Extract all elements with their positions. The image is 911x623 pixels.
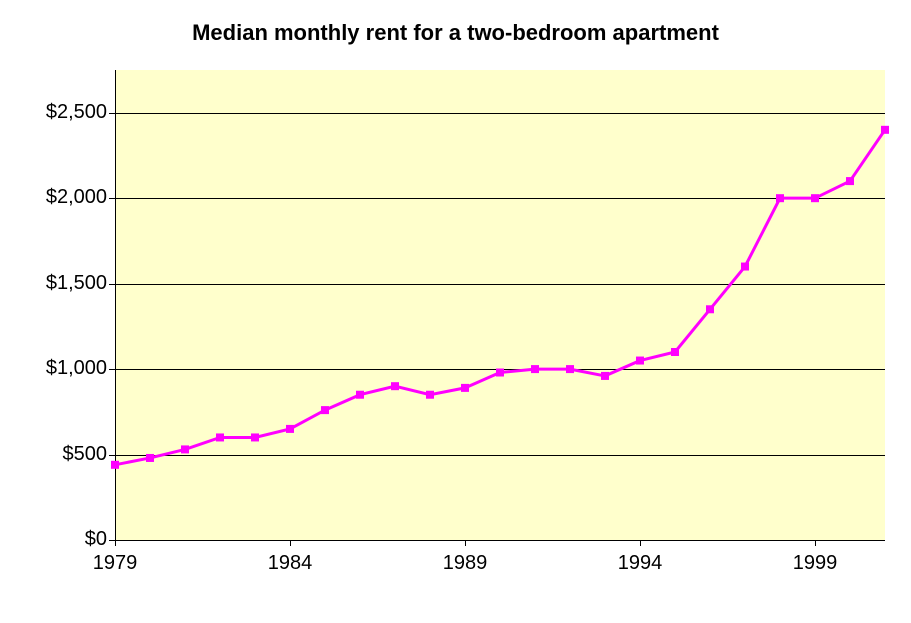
data-point (251, 433, 259, 441)
series (115, 70, 885, 540)
data-point (811, 194, 819, 202)
x-tick (290, 540, 291, 546)
data-point (286, 425, 294, 433)
x-tick (815, 540, 816, 546)
data-point (111, 461, 119, 469)
x-tick (115, 540, 116, 546)
data-point (531, 365, 539, 373)
y-tick-label: $2,500 (10, 101, 107, 124)
rent-chart: Median monthly rent for a two-bedroom ap… (0, 0, 911, 623)
x-tick-label: 1984 (250, 552, 330, 575)
x-tick-label: 1999 (775, 552, 855, 575)
x-axis-line (115, 540, 885, 541)
y-tick-label: $0 (10, 528, 107, 551)
x-tick (465, 540, 466, 546)
data-point (321, 406, 329, 414)
data-point (601, 372, 609, 380)
data-point (566, 365, 574, 373)
y-tick-label: $500 (10, 443, 107, 466)
chart-title: Median monthly rent for a two-bedroom ap… (0, 20, 911, 46)
data-point (846, 177, 854, 185)
plot-area: $0$500$1,000$1,500$2,000$2,5001979198419… (115, 70, 885, 540)
data-point (776, 194, 784, 202)
x-tick (640, 540, 641, 546)
y-tick-label: $2,000 (10, 186, 107, 209)
data-point (181, 445, 189, 453)
data-point (496, 369, 504, 377)
data-point (671, 348, 679, 356)
x-tick-label: 1979 (75, 552, 155, 575)
data-point (356, 391, 364, 399)
y-tick-label: $1,000 (10, 357, 107, 380)
data-point (146, 454, 154, 462)
x-tick-label: 1994 (600, 552, 680, 575)
data-point (461, 384, 469, 392)
x-tick-label: 1989 (425, 552, 505, 575)
data-point (706, 305, 714, 313)
series-line (115, 130, 885, 465)
y-tick-label: $1,500 (10, 272, 107, 295)
data-point (881, 126, 889, 134)
data-point (426, 391, 434, 399)
data-point (636, 357, 644, 365)
data-point (391, 382, 399, 390)
data-point (741, 263, 749, 271)
data-point (216, 433, 224, 441)
